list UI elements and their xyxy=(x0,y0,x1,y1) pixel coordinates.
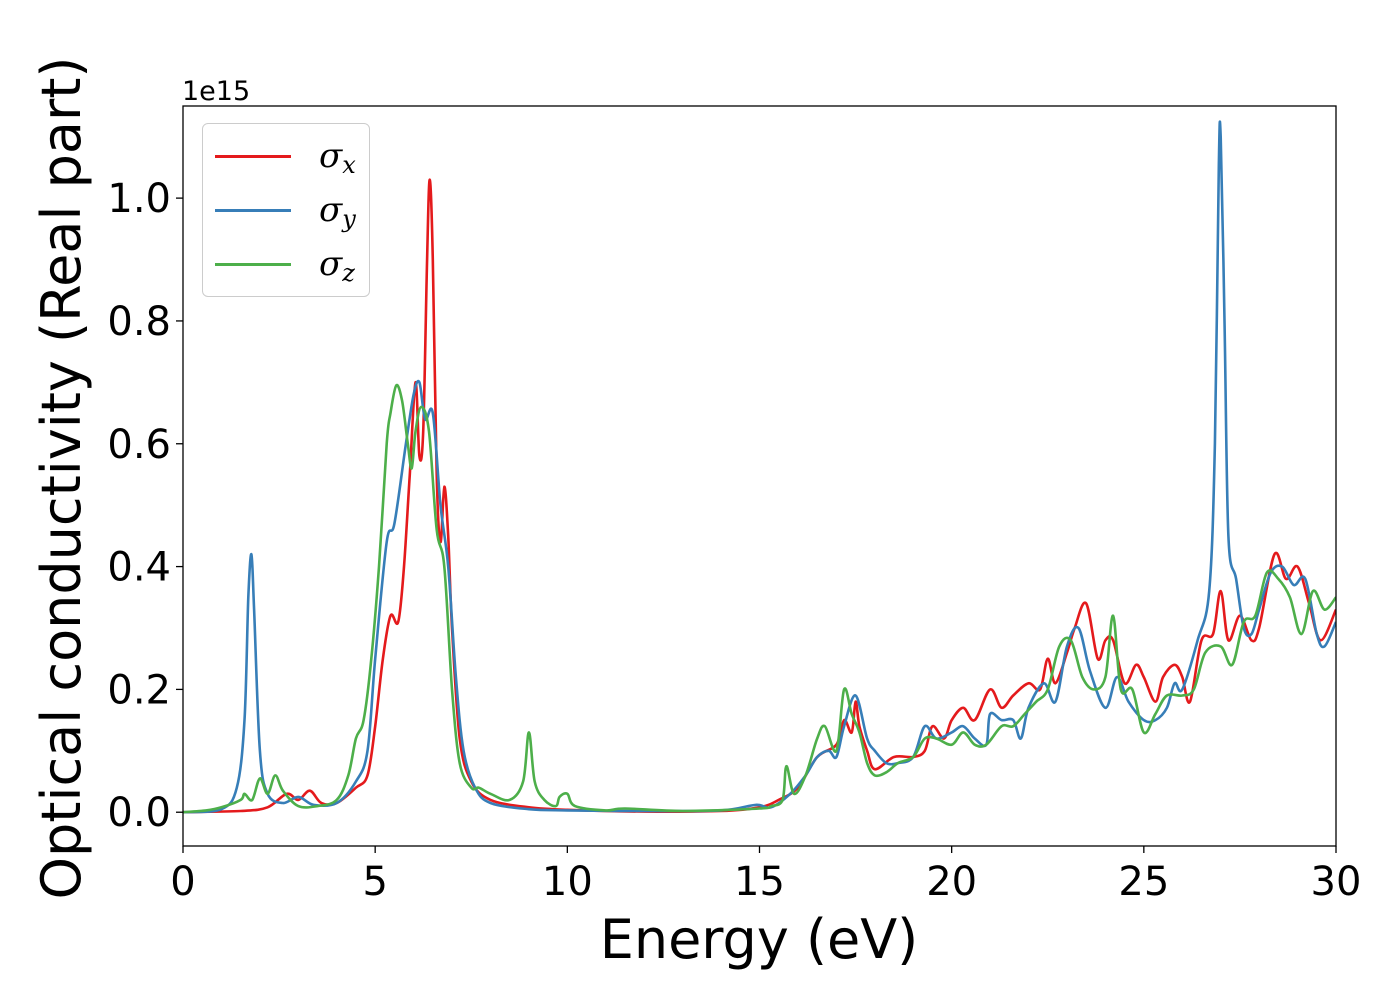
x-tick-label: 30 xyxy=(1311,859,1362,905)
y-tick-label: 1.0 xyxy=(107,176,171,222)
series-line-sigma-x xyxy=(183,178,1336,814)
legend-label-sigma-y: σy xyxy=(319,190,356,233)
y-tick-label: 0.2 xyxy=(107,667,171,713)
legend-entry-sigma-y: σy xyxy=(215,190,365,233)
x-axis: 0 5 10 15 20 25 30 xyxy=(170,846,1361,905)
legend-swatch-sigma-z xyxy=(215,263,291,266)
legend-swatch-sigma-y xyxy=(215,209,291,212)
legend-entry-sigma-z: σz xyxy=(215,244,365,287)
legend-label-sigma-z: σz xyxy=(319,244,355,287)
x-tick-label: 10 xyxy=(542,859,593,905)
y-tick-label: 0.8 xyxy=(107,299,171,345)
x-tick-label: 15 xyxy=(734,859,785,905)
series-line-sigma-z xyxy=(183,383,1336,814)
series-lines xyxy=(183,120,1336,814)
legend: σx σy σz xyxy=(202,123,370,297)
legend-entry-sigma-x: σx xyxy=(215,136,365,179)
x-tick-label: 0 xyxy=(170,859,195,905)
y-axis-label: Optical conductivity (Real part) xyxy=(30,57,93,900)
y-tick-label: 0.4 xyxy=(107,545,171,591)
x-axis-label: Energy (eV) xyxy=(600,908,919,971)
y-tick-label: 0.0 xyxy=(107,790,171,836)
x-tick-label: 20 xyxy=(926,859,977,905)
y-offset-text: 1e15 xyxy=(182,76,250,107)
x-tick-label: 5 xyxy=(362,859,387,905)
x-tick-label: 25 xyxy=(1118,859,1169,905)
plot-area xyxy=(182,105,1337,847)
series-line-sigma-y xyxy=(183,120,1336,814)
y-tick-label: 0.6 xyxy=(107,422,171,468)
y-axis: 0.0 0.2 0.4 0.6 0.8 1.0 xyxy=(107,176,183,836)
legend-swatch-sigma-x xyxy=(215,155,291,158)
legend-label-sigma-x: σx xyxy=(319,136,356,179)
